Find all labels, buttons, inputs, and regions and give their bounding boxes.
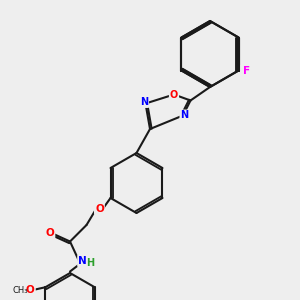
Text: F: F xyxy=(242,65,249,76)
Text: O: O xyxy=(170,89,178,100)
Text: CH₃: CH₃ xyxy=(13,286,28,295)
Text: H: H xyxy=(86,257,94,268)
Text: O: O xyxy=(46,227,54,238)
Text: N: N xyxy=(140,97,148,107)
Text: N: N xyxy=(180,110,189,121)
Text: O: O xyxy=(95,203,104,214)
Text: N: N xyxy=(78,256,87,266)
Text: F: F xyxy=(242,65,250,76)
Text: O: O xyxy=(26,285,35,295)
